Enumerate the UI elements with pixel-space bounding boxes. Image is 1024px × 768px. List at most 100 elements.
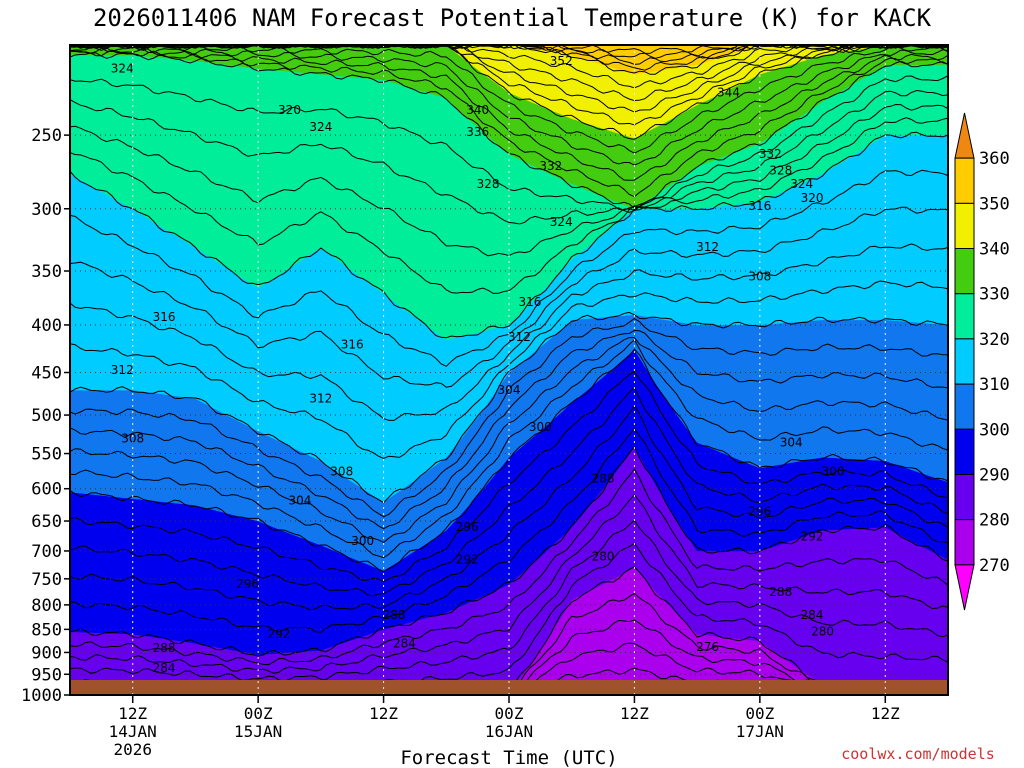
- y-tick-label: 750: [31, 570, 62, 590]
- colorbar-label: 320: [979, 330, 1010, 350]
- y-tick-label: 400: [31, 316, 62, 336]
- colorbar-label: 300: [979, 420, 1010, 440]
- contour-label: 352: [550, 54, 573, 68]
- contour-label: 296: [456, 520, 479, 534]
- contour-label: 332: [759, 147, 782, 161]
- y-tick-label: 700: [31, 542, 62, 562]
- contour-label: 292: [268, 627, 291, 641]
- colorbar-segment: [954, 157, 975, 204]
- colorbar-label: 310: [979, 375, 1010, 395]
- contour-label: 320: [801, 191, 824, 205]
- y-tick-label: 550: [31, 445, 62, 465]
- colorbar-segment: [954, 473, 975, 521]
- x-tick-date: 14JAN: [109, 722, 157, 741]
- contour-label: 300: [351, 534, 374, 548]
- contour-label: 308: [121, 432, 144, 446]
- band-350-360: [70, 45, 948, 75]
- contour-label: 312: [508, 330, 531, 344]
- contour-label: 288: [769, 585, 792, 599]
- contour-label: 328: [477, 177, 500, 191]
- colorbar: 360 350 340 330 320 310 300 290 280 270: [954, 112, 1010, 611]
- contour-label: 336: [466, 125, 489, 139]
- contour-label: 316: [153, 310, 176, 324]
- colorbar-label: 340: [979, 240, 1010, 260]
- contour-296: [70, 386, 948, 597]
- contour-label: 316: [341, 338, 364, 352]
- x-tick-label: 00Z: [495, 704, 524, 723]
- colorbar-segment: [954, 383, 975, 430]
- contour-286: [70, 494, 948, 674]
- contour-label: 308: [330, 465, 353, 479]
- contour-label: 288: [383, 608, 406, 622]
- colorbar-segment: [954, 112, 975, 159]
- contour-316: [70, 206, 948, 388]
- contour-label: 296: [236, 577, 259, 591]
- y-tick-label: 250: [31, 126, 62, 146]
- x-tick-label: 12Z: [871, 704, 900, 723]
- y-tick-label: 500: [31, 406, 62, 426]
- contour-label: 284: [393, 636, 416, 650]
- contour-label: 280: [811, 625, 834, 639]
- x-tick-label: 00Z: [244, 704, 273, 723]
- x-tick-label: 12Z: [369, 704, 398, 723]
- contour-306: [70, 329, 948, 530]
- colorbar-segment: [954, 338, 975, 385]
- y-tick-label: 1000: [21, 686, 62, 706]
- x-tick-date: 17JAN: [736, 722, 784, 741]
- contour-label: 312: [696, 240, 719, 254]
- x-axis-label: Forecast Time (UTC): [400, 747, 617, 768]
- contour-label: 316: [518, 295, 541, 309]
- colorbar-label: 280: [979, 511, 1010, 531]
- colorbar-label: 270: [979, 556, 1010, 576]
- contour-label: 292: [801, 529, 824, 543]
- x-tick-label: 12Z: [620, 704, 649, 723]
- y-tick-label: 800: [31, 596, 62, 616]
- contour-label: 284: [153, 661, 176, 675]
- contour-304: [70, 337, 948, 543]
- contour-332: [70, 49, 948, 198]
- contour-label: 312: [309, 392, 332, 406]
- contour-label: 288: [592, 471, 615, 485]
- band-330-340: [70, 45, 948, 210]
- colorbar-segment: [954, 564, 975, 611]
- contour-326: [70, 89, 948, 225]
- contour-label: 304: [288, 494, 311, 508]
- contour-label: 320: [278, 103, 301, 117]
- colorbar-segment: [954, 248, 975, 295]
- y-tick-label: 650: [31, 512, 62, 532]
- contour-302: [70, 338, 948, 559]
- contour-314: [70, 243, 948, 421]
- contour-label: 316: [748, 199, 771, 213]
- contour-label: 324: [309, 120, 332, 134]
- contour-labels: 3523443403363323323283283243243243243203…: [111, 54, 845, 675]
- contour-344: [70, 45, 948, 113]
- contour-label: 292: [456, 553, 479, 567]
- contour-label: 308: [748, 270, 771, 284]
- contour-294: [70, 404, 948, 611]
- contour-label: 304: [780, 435, 803, 449]
- contour-label: 300: [529, 420, 552, 434]
- x-tick-date: 16JAN: [485, 722, 533, 741]
- contour-label: 288: [153, 641, 176, 655]
- colorbar-segment: [954, 428, 975, 475]
- contour-label: 280: [592, 550, 615, 564]
- band-270-280: [70, 567, 948, 695]
- colorbar-label: 290: [979, 465, 1010, 485]
- credit-text: coolwx.com/models: [841, 745, 995, 763]
- contour-label: 312: [111, 363, 134, 377]
- contour-338: [70, 45, 948, 154]
- x-tick-year: 2026: [113, 740, 152, 759]
- contour-label: 332: [539, 159, 562, 173]
- chart-title: 2026011406 NAM Forecast Potential Temper…: [92, 4, 932, 32]
- grid-lines: [70, 45, 948, 695]
- x-tick-label: 12Z: [118, 704, 147, 723]
- contour-label: 304: [498, 383, 521, 397]
- colorbar-label: 350: [979, 194, 1010, 214]
- contour-322: [70, 117, 948, 294]
- contour-label: 324: [550, 215, 573, 229]
- contour-label: 344: [717, 86, 740, 100]
- contour-label: 300: [822, 465, 845, 479]
- y-tick-label: 450: [31, 364, 62, 384]
